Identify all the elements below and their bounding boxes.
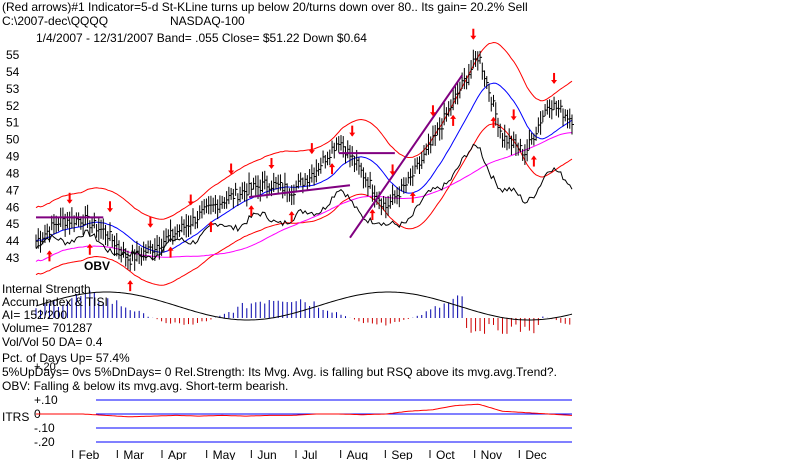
- month-label: Nov: [481, 448, 502, 460]
- price-tick-label: 50: [6, 133, 20, 147]
- price-tick-label: 51: [6, 116, 20, 130]
- chart-title: NASDAQ-100: [170, 14, 245, 28]
- price-tick-label: 46: [6, 200, 20, 214]
- upper-band: [35, 41, 573, 220]
- header-line: (Red arrows)#1 Indicator=5-d St-KLine tu…: [2, 0, 528, 14]
- month-axis: Feb Mar Apr May Jun Jul Aug Sep Oct Nov Dec: [72, 448, 547, 460]
- up-arrow-head: [329, 163, 336, 168]
- up-arrow-head: [288, 211, 295, 216]
- price-tick-label: 43: [6, 251, 20, 265]
- price-tick-label: 48: [6, 166, 20, 180]
- internal-strength-label: Internal Strength: [2, 282, 91, 296]
- strength-summary: 5%UpDays= 0vs 5%DnDays= 0 Rel.Strength: …: [2, 365, 557, 379]
- itrs-tick-label: -.10: [34, 421, 55, 435]
- lower-band: [35, 123, 573, 286]
- down-arrow-head: [308, 150, 315, 155]
- month-label: Mar: [123, 448, 144, 460]
- trend-line: [349, 74, 463, 239]
- month-label: Sep: [391, 448, 413, 460]
- trend-line: [248, 184, 351, 199]
- obv-summary: OBV: Falling & below its mvg.avg. Short-…: [2, 379, 289, 393]
- up-arrow-head: [248, 205, 255, 210]
- up-arrow-head: [369, 209, 376, 214]
- accum-label: Accum Index & TISI: [2, 295, 108, 309]
- month-label: Dec: [525, 448, 546, 460]
- down-arrow-head: [268, 164, 275, 169]
- month-label: Jul: [302, 448, 317, 460]
- down-arrow-head: [389, 171, 396, 176]
- down-arrow-head: [551, 79, 558, 84]
- price-tick-label: 55: [6, 48, 20, 62]
- month-label: May: [213, 448, 236, 460]
- down-arrow-head: [429, 112, 436, 117]
- up-arrow-head: [127, 280, 134, 285]
- price-tick-label: 52: [6, 99, 20, 113]
- itrs-top-tick: +.20: [34, 361, 56, 373]
- down-arrow-head: [349, 132, 356, 137]
- obv-label: OBV: [84, 259, 111, 273]
- up-arrow-head: [450, 114, 457, 119]
- file-path: C:\2007-dec\QQQQ: [2, 14, 109, 28]
- moving-average: [35, 82, 573, 253]
- itrs-tick-label: +.10: [34, 393, 58, 407]
- down-arrow-head: [66, 199, 73, 204]
- itrs-label: ITRS: [2, 410, 30, 424]
- price-tick-label: 53: [6, 82, 20, 96]
- price-tick-label: 45: [6, 217, 20, 231]
- itrs-line: [36, 403, 573, 418]
- down-arrow-head: [147, 223, 154, 228]
- price-tick-label: 54: [6, 65, 20, 79]
- chart-info: 1/4/2007 - 12/31/2007 Band= .055 Close= …: [36, 31, 367, 45]
- price-tick-label: 47: [6, 183, 20, 197]
- down-arrow-head: [228, 170, 235, 175]
- itrs-tick-label: -.20: [34, 435, 55, 449]
- up-arrow-head: [86, 243, 93, 248]
- volvol-label: Vol/Vol 50 DA= 0.4: [2, 335, 103, 349]
- accum-histogram: [35, 290, 573, 334]
- price-tick-label: 44: [6, 234, 20, 248]
- up-arrow-head: [409, 191, 416, 196]
- volume-label: Volume= 701287: [2, 321, 93, 335]
- month-label: Jun: [257, 448, 276, 460]
- up-arrow-head: [167, 246, 174, 251]
- up-arrow-head: [490, 116, 497, 121]
- up-arrow-head: [207, 221, 214, 226]
- down-arrow-head: [510, 116, 517, 121]
- price-tick-label: 49: [6, 150, 20, 164]
- up-arrow-head: [46, 250, 53, 255]
- month-label: Apr: [168, 448, 187, 460]
- down-arrow-head: [470, 35, 477, 40]
- trend-lines: [36, 74, 463, 239]
- month-label: Aug: [347, 448, 368, 460]
- pct-up-label: Pct. of Days Up= 57.4%: [2, 351, 130, 365]
- ai-label: AI= 152/200: [2, 308, 68, 322]
- signal-arrows: [46, 28, 558, 292]
- accum-average: [35, 291, 573, 321]
- up-arrow-head: [530, 155, 537, 160]
- down-arrow-head: [107, 208, 114, 213]
- month-label: Feb: [79, 448, 100, 460]
- price-axis-ticks: 43 44 45 46 47 48 49 50 51 52 53 54 55: [6, 48, 20, 265]
- itrs-panel: +.100-.10-.20: [34, 393, 573, 449]
- down-arrow-head: [187, 201, 194, 206]
- month-label: Oct: [436, 448, 455, 460]
